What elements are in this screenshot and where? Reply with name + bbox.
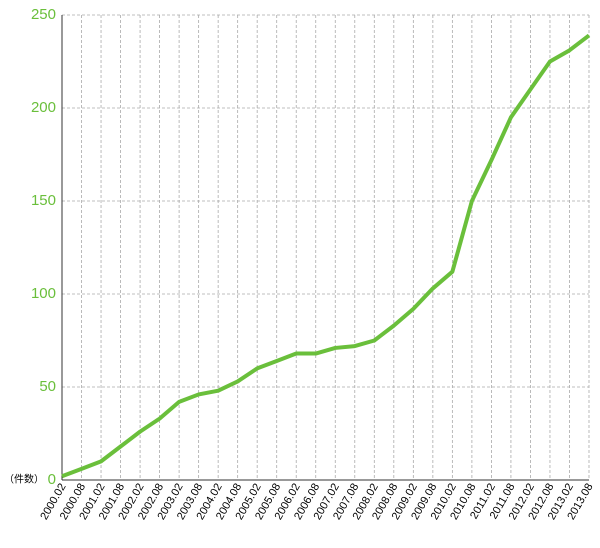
y-tick-label: 250 xyxy=(31,6,56,23)
y-tick-label: 200 xyxy=(31,99,56,116)
y-unit-label: （件数） xyxy=(4,473,44,486)
y-tick-label: 150 xyxy=(31,192,56,209)
y-tick-label: 100 xyxy=(31,285,56,302)
y-tick-label: 0 xyxy=(48,471,56,488)
y-tick-label: 50 xyxy=(39,378,56,395)
data-line xyxy=(61,33,591,479)
